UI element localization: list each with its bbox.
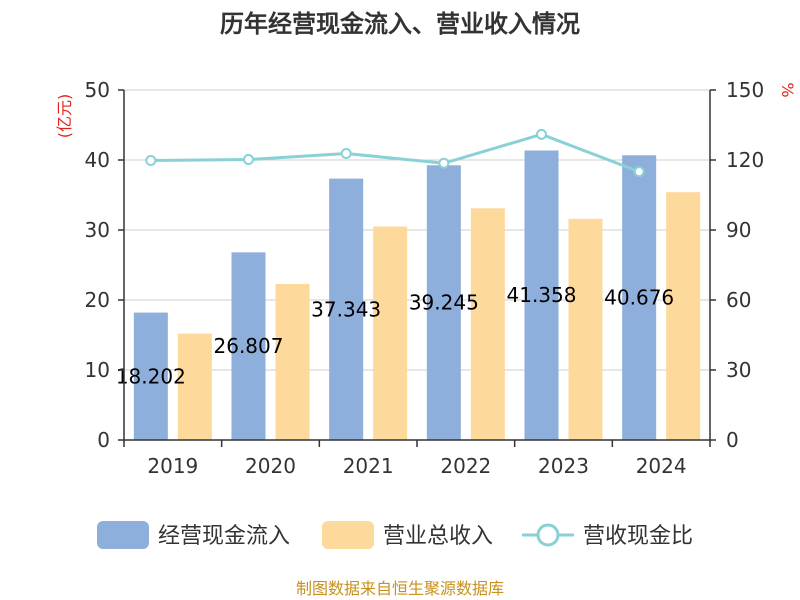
bar-cash-inflow [622,155,657,440]
right-tick-label: 120 [726,148,764,172]
bar-cash-inflow [231,252,266,440]
right-tick-label: 0 [726,428,739,452]
left-tick-label: 20 [85,288,110,312]
right-tick-label: 90 [726,218,751,242]
x-tick-label: 2022 [440,454,491,478]
right-axis-unit: % [778,82,797,97]
legend-item-revenue[interactable]: 营业总收入 [322,521,493,549]
ratio-point [536,128,547,140]
bar-revenue [568,218,603,440]
right-axis-ticks: 0 30 60 90 120 150 [710,78,764,452]
bar-value-label: 37.343 [311,297,381,321]
right-tick-label: 30 [726,358,751,382]
x-tick-label: 2021 [343,454,394,478]
ratio-point [243,154,254,166]
left-tick-label: 30 [85,218,110,242]
bar-value-label: 39.245 [409,291,479,315]
bar-cash-inflow [133,312,168,440]
ratio-point [340,147,352,159]
x-tick-label: 2019 [147,454,198,478]
bar-revenue [177,333,212,440]
legend-marker-ratio [536,523,560,547]
left-tick-label: 10 [85,358,110,382]
left-tick-label: 0 [97,428,110,452]
ratio-point [438,157,450,169]
legend-swatch-cash-inflow [97,521,149,549]
legend-item-ratio[interactable]: 营收现金比 [522,523,693,549]
x-axis-ticks: 2019 2020 2021 2022 2023 2024 [123,440,711,478]
x-tick-label: 2023 [538,454,589,478]
left-tick-label: 50 [85,78,110,102]
ratio-point [633,166,645,178]
bar-revenue [470,208,505,440]
left-axis-unit: (亿元) [55,94,74,139]
legend: 经营现金流入 营业总收入 营收现金比 [97,521,693,549]
bars [133,150,701,440]
left-axis-ticks: 0 10 20 30 40 50 [85,78,124,452]
legend-label-revenue: 营业总收入 [383,524,493,549]
x-tick-label: 2024 [636,454,687,478]
bar-cash-inflow [524,150,559,440]
line-series [145,128,645,178]
legend-label-ratio: 营收现金比 [583,524,693,549]
bar-value-label: 40.676 [604,286,674,310]
chart-title: 历年经营现金流入、营业收入情况 [220,10,580,38]
bar-value-label: 41.358 [507,283,577,307]
ratio-line [150,132,640,174]
bar-revenue [666,192,701,440]
bar-cash-inflow [426,165,461,440]
bar-labels: 18.202 26.807 37.343 39.245 41.358 40.676 [116,283,674,388]
right-tick-label: 60 [726,288,751,312]
legend-label-cash-inflow: 经营现金流入 [158,524,290,549]
bar-value-label: 18.202 [116,364,186,388]
left-tick-label: 40 [85,148,110,172]
bar-revenue [275,283,310,440]
source-note: 制图数据来自恒生聚源数据库 [296,579,504,598]
bar-revenue [373,226,408,440]
bar-value-label: 26.807 [214,334,284,358]
ratio-point [145,154,157,166]
legend-item-cash-inflow[interactable]: 经营现金流入 [97,521,290,549]
gridlines [124,89,710,371]
right-tick-label: 150 [726,78,764,102]
x-tick-label: 2020 [245,454,296,478]
bar-cash-inflow [329,178,364,440]
legend-swatch-revenue [322,521,374,549]
